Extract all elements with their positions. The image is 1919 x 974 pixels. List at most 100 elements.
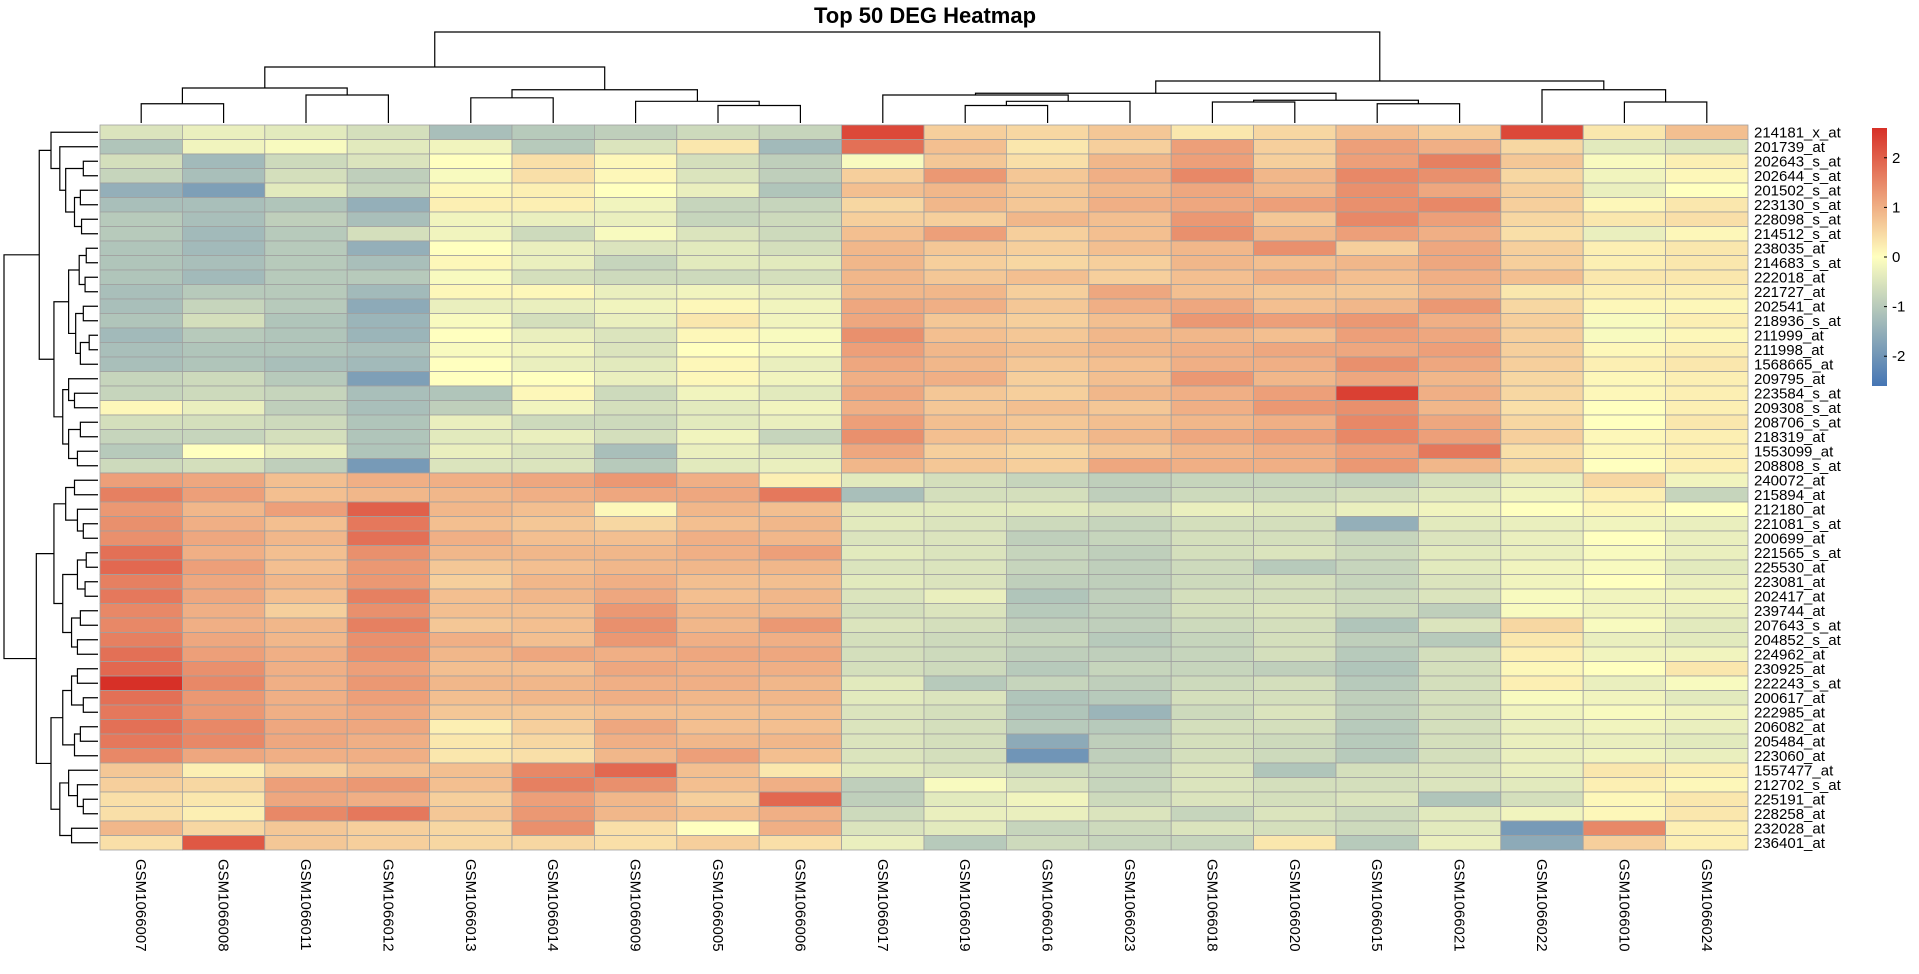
heatmap-cell [511, 429, 595, 445]
heatmap-cell [99, 458, 183, 474]
heatmap-cell [511, 443, 595, 459]
heatmap-cell [346, 762, 431, 778]
heatmap-cell [1088, 226, 1172, 242]
heatmap-cell [1253, 704, 1337, 720]
heatmap-cell [181, 443, 266, 459]
heatmap-cell [346, 516, 431, 532]
heatmap-cell [264, 197, 348, 213]
heatmap-cell [99, 211, 183, 227]
heatmap-cell [264, 777, 348, 793]
heatmap-cell [181, 269, 266, 285]
heatmap-cell [841, 356, 925, 372]
heatmap-cell [346, 313, 431, 329]
heatmap-cell [264, 704, 348, 720]
heatmap-cell [264, 153, 348, 169]
heatmap-cell [594, 458, 678, 474]
heatmap-cell [1335, 574, 1419, 590]
heatmap-cell [1253, 791, 1337, 807]
heatmap-cell [1006, 574, 1090, 590]
heatmap-cell [1335, 443, 1419, 459]
heatmap-cell [1418, 371, 1502, 387]
heatmap-cell [1088, 545, 1172, 561]
heatmap-cell [99, 777, 183, 793]
heatmap-cell [346, 226, 431, 242]
heatmap-cell [511, 240, 595, 256]
heatmap-cell [676, 806, 760, 822]
dendrogram-branch [140, 103, 225, 123]
heatmap-cell [264, 820, 348, 836]
heatmap-cell [99, 414, 183, 430]
heatmap-cell [1335, 168, 1419, 184]
heatmap-cell [429, 458, 513, 474]
heatmap-cell [429, 342, 513, 358]
heatmap-cell [758, 458, 843, 474]
heatmap-cell [181, 313, 266, 329]
heatmap-cell [841, 632, 925, 648]
heatmap-cell [1500, 733, 1584, 749]
heatmap-cell [1418, 139, 1502, 155]
heatmap-cell [841, 197, 925, 213]
heatmap-cell [1582, 211, 1666, 227]
heatmap-cell [1500, 487, 1584, 503]
heatmap-cell [346, 719, 431, 735]
heatmap-cell [1170, 588, 1254, 604]
heatmap-cell [676, 327, 760, 343]
heatmap-cell [594, 342, 678, 358]
heatmap-cell [594, 197, 678, 213]
heatmap-cell [1582, 545, 1666, 561]
heatmap-cell [264, 661, 348, 677]
heatmap-cell [429, 501, 513, 517]
heatmap-cell [181, 588, 266, 604]
heatmap-cell [1253, 806, 1337, 822]
heatmap-cell [346, 501, 431, 517]
heatmap-cell [1665, 240, 1749, 256]
heatmap-cell [181, 632, 266, 648]
heatmap-cell [758, 806, 843, 822]
heatmap-cell [594, 472, 678, 488]
heatmap-cell [1418, 501, 1502, 517]
heatmap-cell [1418, 153, 1502, 169]
heatmap-cell [1088, 675, 1172, 691]
heatmap-cell [1582, 153, 1666, 169]
row-label: 218936_s_at [1754, 313, 1842, 330]
heatmap-cell [923, 429, 1007, 445]
heatmap-cell [264, 269, 348, 285]
heatmap-cell [346, 646, 431, 662]
heatmap-cell [1418, 791, 1502, 807]
heatmap-cell [1582, 704, 1666, 720]
dendrogram-branch [62, 573, 78, 634]
heatmap-cell [1088, 777, 1172, 793]
heatmap-cell [1253, 443, 1337, 459]
heatmap-cell [676, 153, 760, 169]
heatmap-cell [1006, 269, 1090, 285]
heatmap-cell [264, 632, 348, 648]
heatmap-cell [594, 777, 678, 793]
heatmap-cell [1088, 617, 1172, 633]
heatmap-cell [1170, 197, 1254, 213]
dendrogram-branch [65, 486, 78, 521]
heatmap-cell [346, 400, 431, 416]
heatmap-cell [1088, 806, 1172, 822]
heatmap-cell [429, 603, 513, 619]
heatmap-cell [923, 472, 1007, 488]
heatmap-cell [1500, 284, 1584, 300]
heatmap-cell [429, 748, 513, 764]
heatmap-cell [1006, 327, 1090, 343]
heatmap-cell [1006, 559, 1090, 575]
heatmap-cell [511, 530, 595, 546]
heatmap-cell [1088, 704, 1172, 720]
heatmap-cell [346, 153, 431, 169]
heatmap-cell [594, 835, 678, 851]
heatmap-cell [1500, 806, 1584, 822]
heatmap-cell [1253, 559, 1337, 575]
heatmap-cell [594, 226, 678, 242]
heatmap-cell [594, 530, 678, 546]
heatmap-cell [758, 675, 843, 691]
heatmap-cell [676, 414, 760, 430]
heatmap-cell [511, 197, 595, 213]
heatmap-cell [99, 530, 183, 546]
heatmap-cell [1006, 646, 1090, 662]
heatmap-cell [1253, 197, 1337, 213]
row-label: 232028_at [1754, 820, 1826, 837]
heatmap-cell [1335, 356, 1419, 372]
